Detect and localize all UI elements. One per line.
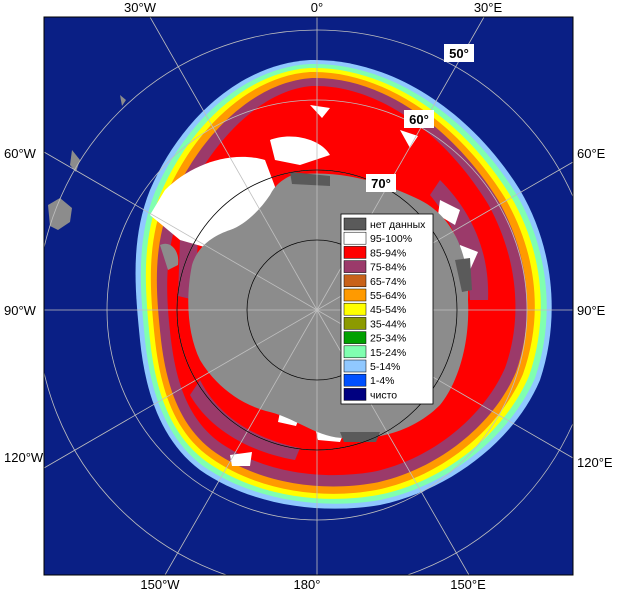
- legend-swatch: [343, 288, 367, 302]
- south-america-land: [48, 95, 126, 230]
- legend-label: 45-54%: [370, 304, 406, 316]
- legend-label: 65-74%: [370, 276, 406, 288]
- lon-label-0: 0°: [311, 0, 323, 15]
- map-frame: [43, 16, 574, 576]
- no-data-patch: [290, 172, 330, 186]
- lon-label-120w: 120°W: [4, 450, 44, 465]
- lat-label-60: 60°: [404, 110, 434, 128]
- lon-label-30e: 30°E: [474, 0, 503, 15]
- lon-label-150w: 150°W: [140, 577, 180, 592]
- legend-swatch: [343, 373, 367, 387]
- legend-swatch: [343, 231, 367, 245]
- lon-label-90w: 90°W: [4, 303, 37, 318]
- legend-label: 1-4%: [370, 375, 395, 387]
- legend-label: 55-64%: [370, 290, 406, 302]
- legend-swatch: [343, 302, 367, 316]
- legend-swatch: [343, 217, 367, 231]
- graticule: [44, 17, 573, 575]
- legend-swatch: [343, 331, 367, 344]
- legend-label: 25-34%: [370, 333, 406, 345]
- legend: нет данных 95-100% 85-94% 75-84% 65-74% 55-64…: [340, 213, 434, 405]
- svg-text:50°: 50°: [449, 46, 469, 61]
- lon-label-60w: 60°W: [4, 146, 37, 161]
- lat-label-50: 50°: [444, 44, 474, 62]
- lon-label-30w: 30°W: [124, 0, 157, 15]
- legend-swatch: [343, 359, 367, 373]
- lat-label-70: 70°: [366, 174, 396, 192]
- legend-label: 85-94%: [370, 247, 406, 259]
- legend-swatch: [343, 274, 367, 288]
- legend-label: 5-14%: [370, 361, 400, 373]
- lon-label-60e: 60°E: [577, 146, 606, 161]
- legend-label: 35-44%: [370, 318, 406, 330]
- legend-label: нет данных: [370, 219, 426, 231]
- legend-swatch: [343, 317, 367, 330]
- legend-label: 15-24%: [370, 347, 406, 359]
- lon-label-90e: 90°E: [577, 303, 606, 318]
- legend-swatch: [343, 246, 367, 259]
- svg-text:70°: 70°: [371, 176, 391, 191]
- lon-label-150e: 150°E: [450, 577, 486, 592]
- legend-swatch: [343, 388, 367, 401]
- lon-label-180: 180°: [294, 577, 321, 592]
- legend-label: 95-100%: [370, 233, 412, 245]
- legend-label: чисто: [370, 389, 397, 401]
- legend-swatch: [343, 345, 367, 359]
- legend-label: 75-84%: [370, 262, 406, 274]
- lon-label-120e: 120°E: [577, 455, 613, 470]
- legend-swatch: [343, 260, 367, 273]
- svg-text:60°: 60°: [409, 112, 429, 127]
